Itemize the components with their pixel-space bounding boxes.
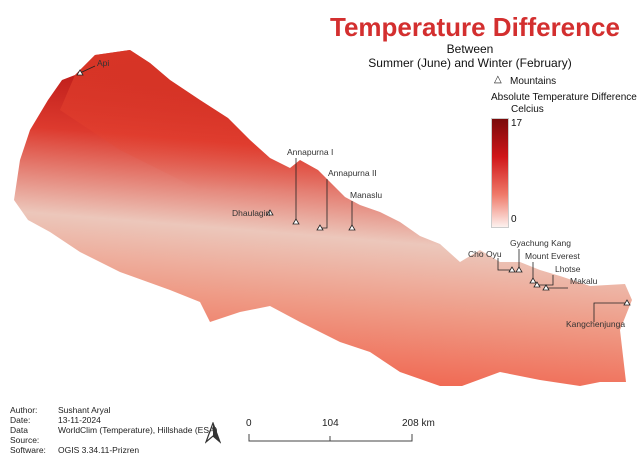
mountain-triangle-icon[interactable]: [515, 266, 523, 273]
mountain-triangle-icon[interactable]: [76, 69, 84, 76]
mountain-label: Manaslu: [350, 190, 382, 200]
date: 13-11-2024: [58, 415, 101, 425]
leader-line: [497, 258, 512, 271]
mountain-triangle-icon[interactable]: [316, 224, 324, 231]
mountain-label: Kangchenjunga: [566, 319, 625, 329]
ramp-unit: Celcius: [511, 104, 544, 115]
mountain-label: Cho Oyu: [468, 249, 502, 259]
mountain-triangle-icon[interactable]: [623, 299, 631, 306]
ramp-max: 17: [511, 118, 523, 129]
mountain-label: Makalu: [570, 276, 598, 286]
source-label: Data Source:: [10, 425, 40, 445]
scale-tick-0: 0: [246, 418, 252, 429]
leader-line: [537, 275, 554, 286]
subtitle-line2: Summer (June) and Winter (February): [368, 56, 572, 70]
northern-highlands: [60, 50, 632, 330]
mountain-triangle-icon[interactable]: [266, 209, 274, 216]
map-title: Temperature Difference: [330, 12, 620, 42]
mountain-triangle-icon[interactable]: [529, 277, 537, 284]
leader-line: [79, 65, 96, 74]
map-metadata: Author: Sushant Aryal Date: 13-11-2024 Dat…: [10, 405, 218, 453]
mountains-legend-icon: △: [494, 74, 502, 85]
mountain-label: Gyachung Kang: [510, 238, 571, 248]
scale-tick-208: 208 km: [402, 418, 435, 429]
scale-bar: [248, 434, 413, 442]
subtitle-line1: Between: [446, 42, 494, 56]
ramp-title: Absolute Temperature Difference: [491, 92, 637, 103]
leader-line: [593, 302, 627, 322]
leader-line: [320, 179, 328, 229]
ramp-min: 0: [511, 214, 517, 225]
software: QGIS 3.34.11-Prizren: [58, 445, 140, 453]
author-label: Author:: [10, 405, 38, 415]
mountain-label: Annapurna I: [287, 147, 333, 157]
author: Sushant Aryal: [58, 405, 111, 415]
mountain-label: Api: [97, 58, 109, 68]
mountain-triangle-icon[interactable]: [348, 224, 356, 231]
mountain-triangle-icon[interactable]: [533, 281, 541, 288]
mountain-triangle-icon[interactable]: [292, 218, 300, 225]
mountain-label: Lhotse: [555, 264, 581, 274]
scale-tick-104: 104: [322, 418, 339, 429]
color-ramp: [491, 118, 509, 228]
date-label: Date:: [10, 415, 31, 425]
software-label: Software:: [10, 445, 46, 453]
mountain-triangle-icon[interactable]: [542, 284, 550, 291]
mountain-label: Dhaulagiri: [232, 208, 270, 218]
north-arrow-icon: [205, 422, 221, 444]
source: WorldClim (Temperature), Hillshade (ESA): [58, 425, 218, 435]
mountain-triangle-icon[interactable]: [508, 266, 516, 273]
mountains-legend-label: Mountains: [510, 76, 557, 87]
mountain-label: Mount Everest: [525, 251, 580, 261]
mountain-label: Annapurna II: [328, 168, 377, 178]
